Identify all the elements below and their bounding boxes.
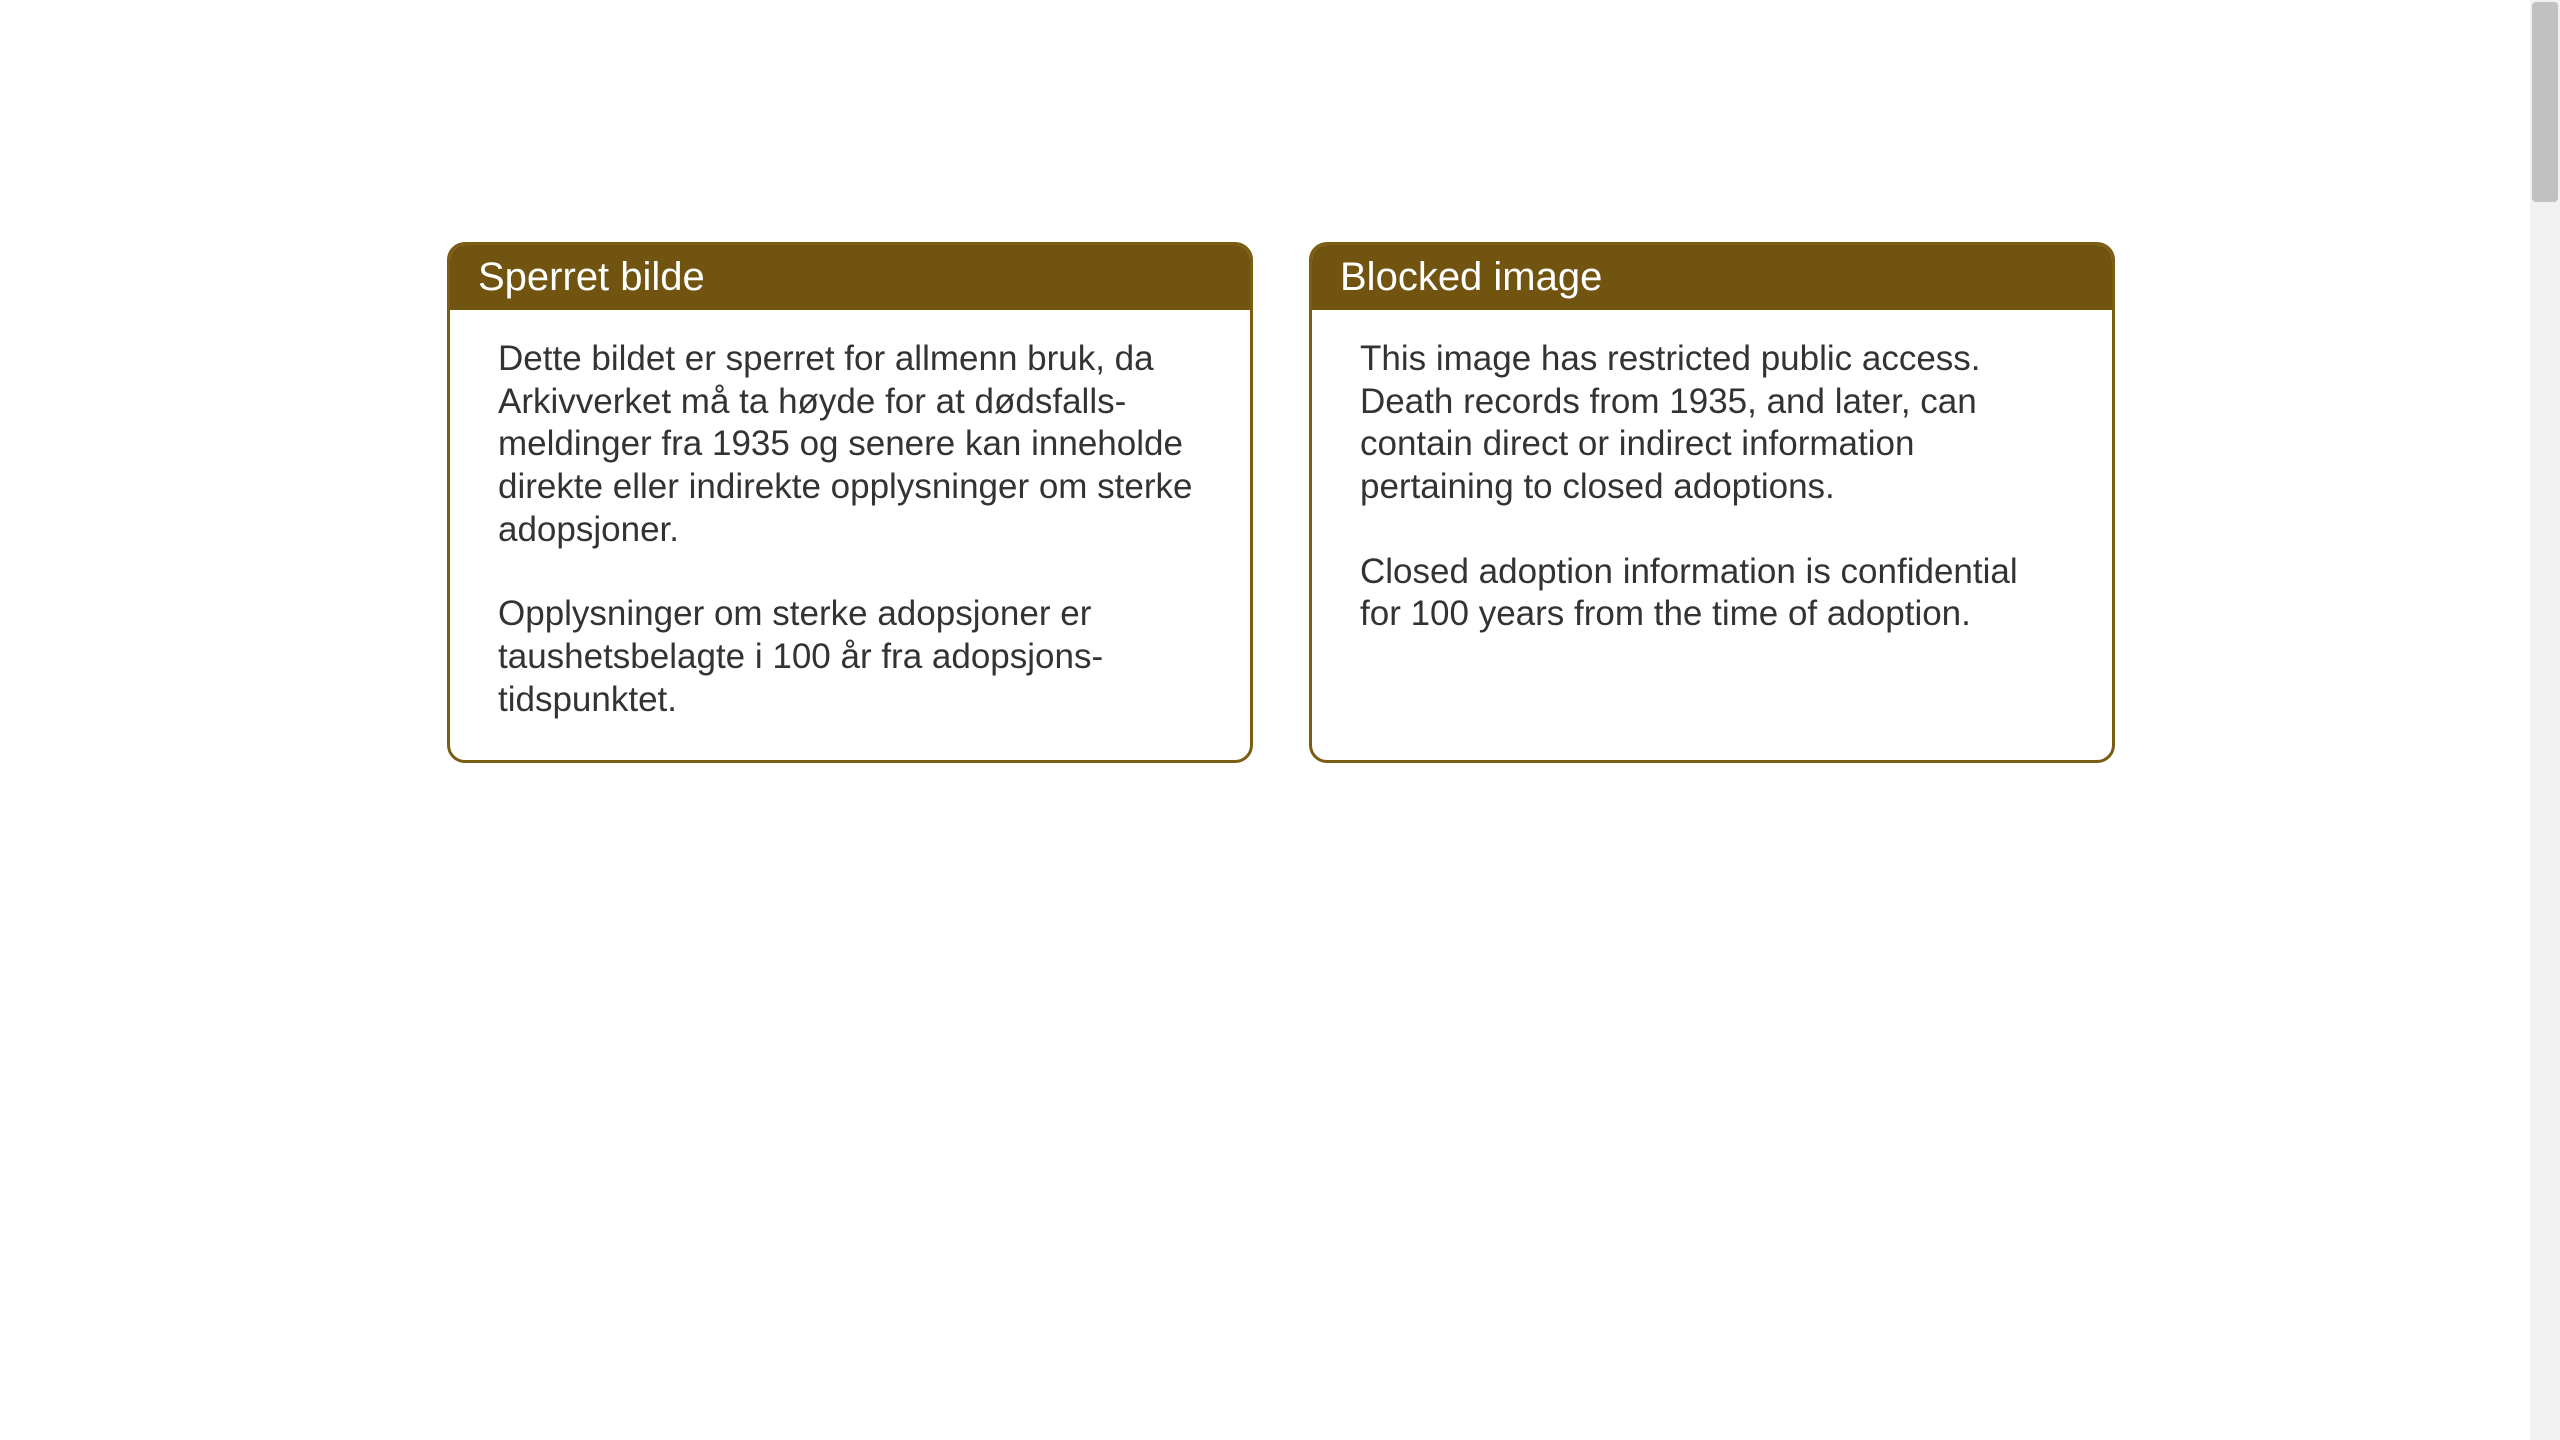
card-header: Sperret bilde — [450, 245, 1250, 310]
card-paragraph-2: Opplysninger om sterke adopsjoner er tau… — [498, 593, 1202, 721]
scrollbar-track[interactable] — [2530, 0, 2560, 1440]
notice-card-norwegian: Sperret bilde Dette bildet er sperret fo… — [447, 242, 1253, 763]
card-title: Sperret bilde — [478, 255, 705, 299]
notice-card-english: Blocked image This image has restricted … — [1309, 242, 2115, 763]
card-paragraph-2: Closed adoption information is confident… — [1360, 551, 2064, 636]
card-body: Dette bildet er sperret for allmenn bruk… — [450, 310, 1250, 760]
card-body: This image has restricted public access.… — [1312, 310, 2112, 756]
card-paragraph-1: Dette bildet er sperret for allmenn bruk… — [498, 338, 1202, 551]
card-title: Blocked image — [1340, 255, 1602, 299]
scrollbar-thumb[interactable] — [2532, 2, 2558, 202]
card-paragraph-1: This image has restricted public access.… — [1360, 338, 2064, 509]
notice-cards-container: Sperret bilde Dette bildet er sperret fo… — [447, 242, 2115, 763]
card-header: Blocked image — [1312, 245, 2112, 310]
